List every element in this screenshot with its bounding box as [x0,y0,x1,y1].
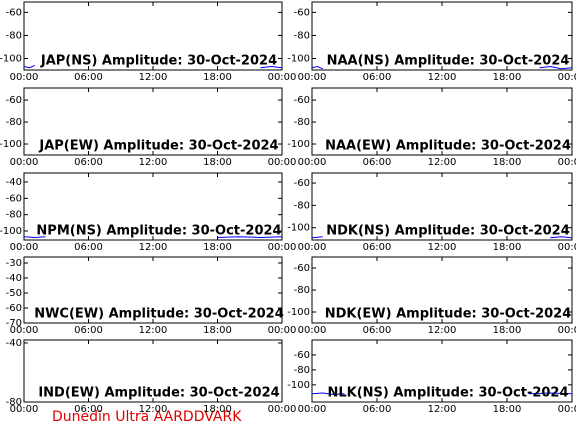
chart-title: NWC(EW) Amplitude: 30-Oct-2024 [34,307,284,322]
y-tick-label: -60 [294,7,310,18]
x-tick-label: 00:00 [558,404,576,415]
x-tick-label: 12:00 [139,72,168,83]
chart-title: NAA(EW) Amplitude: 30-Oct-2024 [325,139,571,154]
chart-title: NDK(EW) Amplitude: 30-Oct-2024 [325,307,572,322]
y-tick-label: -40 [6,177,22,188]
y-tick-label: -60 [294,178,310,189]
x-tick-label: 06:00 [363,72,392,83]
y-tick-label: -100 [287,380,310,391]
x-tick-label: 18:00 [493,242,522,253]
y-tick-label: -60 [294,95,310,106]
x-tick-label: 12:00 [139,157,168,168]
chart-title: IND(EW) Amplitude: 30-Oct-2024 [38,386,279,401]
y-tick-label: -100 [0,226,22,237]
y-tick-label: -60 [6,303,22,314]
x-tick-label: 06:00 [363,157,392,168]
x-tick-label: 18:00 [203,325,232,336]
x-tick-label: 00:00 [268,157,297,168]
x-tick-label: 06:00 [363,404,392,415]
x-tick-label: 06:00 [74,72,103,83]
y-tick-label: -80 [294,285,310,296]
x-tick-label: 18:00 [203,242,232,253]
x-tick-label: 12:00 [428,325,457,336]
x-tick-label: 12:00 [428,404,457,415]
x-tick-label: 18:00 [203,404,232,415]
x-tick-label: 00:00 [10,72,39,83]
y-tick-label: -80 [294,200,310,211]
x-tick-label: 00:00 [10,325,39,336]
y-tick-label: -100 [287,53,310,64]
y-tick-label: -60 [294,350,310,361]
x-tick-label: 00:00 [268,242,297,253]
x-tick-label: 06:00 [363,242,392,253]
x-tick-label: 06:00 [74,404,103,415]
chart-title: JAP(EW) Amplitude: 30-Oct-2024 [38,139,278,154]
x-tick-label: 00:00 [10,157,39,168]
trace [23,236,283,239]
y-tick-label: -60 [6,193,22,204]
x-tick-label: 00:00 [268,72,297,83]
x-tick-label: 18:00 [493,325,522,336]
x-tick-label: 00:00 [298,404,327,415]
y-tick-label: -60 [6,7,22,18]
x-tick-label: 00:00 [558,72,576,83]
chart-title: NDK(NS) Amplitude: 30-Oct-2024 [326,224,570,239]
trace [311,65,573,70]
chart-title: NLK(NS) Amplitude: 30-Oct-2024 [327,386,568,401]
y-tick-label: -80 [294,365,310,376]
x-tick-label: 00:00 [10,404,39,415]
y-tick-label: -60 [294,263,310,274]
y-tick-label: -50 [6,288,22,299]
x-tick-label: 06:00 [74,242,103,253]
y-tick-label: -100 [0,53,22,64]
chart-title: JAP(NS) Amplitude: 30-Oct-2024 [40,54,277,69]
x-tick-label: 00:00 [298,72,327,83]
x-tick-label: 18:00 [203,157,232,168]
x-tick-label: 00:00 [558,325,576,336]
x-tick-label: 12:00 [139,242,168,253]
x-tick-label: 18:00 [493,404,522,415]
y-tick-label: -100 [287,307,310,318]
x-tick-label: 00:00 [10,242,39,253]
x-tick-label: 00:00 [268,404,297,415]
y-tick-label: -40 [6,273,22,284]
x-tick-label: 12:00 [139,325,168,336]
y-tick-label: -80 [6,117,22,128]
x-tick-label: 12:00 [428,72,457,83]
chart-title: NAA(NS) Amplitude: 30-Oct-2024 [327,54,570,69]
x-tick-label: 06:00 [363,325,392,336]
footer: Dunedin Ultra AARDDVARK [52,409,242,425]
x-tick-label: 12:00 [139,404,168,415]
x-tick-label: 12:00 [428,157,457,168]
x-tick-label: 00:00 [558,242,576,253]
x-tick-label: 00:00 [298,325,327,336]
x-tick-label: 00:00 [298,242,327,253]
x-tick-label: 18:00 [203,72,232,83]
x-tick-label: 06:00 [74,325,103,336]
trace [311,236,573,239]
x-tick-label: 00:00 [268,325,297,336]
x-tick-label: 00:00 [558,157,576,168]
y-tick-label: -30 [6,258,22,269]
y-tick-label: -80 [6,397,22,408]
trace [311,392,573,396]
y-tick-label: -100 [287,139,310,150]
y-tick-label: -80 [294,117,310,128]
y-tick-label: -100 [287,223,310,234]
x-tick-label: 18:00 [493,72,522,83]
y-tick-label: -80 [6,30,22,41]
y-tick-label: -70 [6,318,22,329]
y-tick-label: -40 [6,338,22,349]
trace [23,64,283,69]
x-tick-label: 00:00 [298,157,327,168]
y-tick-label: -80 [6,210,22,221]
x-tick-label: 12:00 [428,242,457,253]
x-tick-label: 18:00 [493,157,522,168]
chart-title: NPM(NS) Amplitude: 30-Oct-2024 [36,224,281,239]
y-tick-label: -80 [294,30,310,41]
y-tick-label: -60 [6,95,22,106]
x-tick-label: 06:00 [74,157,103,168]
y-tick-label: -100 [0,139,22,150]
